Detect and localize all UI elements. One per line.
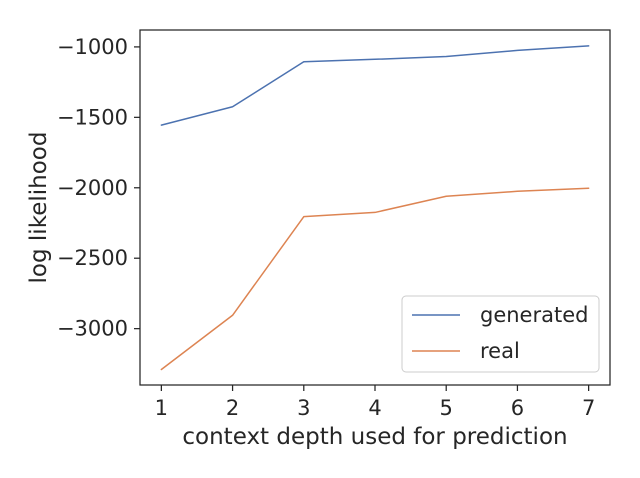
x-axis-ticks: 1 2 3 4 5 6 7 — [155, 385, 595, 420]
y-tick-label: −1000 — [57, 35, 128, 59]
legend: generated real — [401, 295, 600, 373]
x-tick-label: 4 — [368, 396, 381, 420]
x-tick-label: 3 — [297, 396, 310, 420]
series-line-generated — [160, 45, 590, 126]
x-tick-label: 5 — [440, 396, 453, 420]
x-tick-label: 7 — [582, 396, 595, 420]
series-line-real — [160, 187, 590, 371]
legend-label-real: real — [480, 339, 520, 363]
x-tick-label: 1 — [155, 396, 168, 420]
legend-label-generated: generated — [480, 303, 588, 327]
y-tick-label: −2000 — [57, 176, 128, 200]
y-tick-label: −3000 — [57, 317, 128, 341]
x-axis-label: context depth used for prediction — [182, 424, 567, 450]
y-axis-label: log likelihood — [26, 132, 52, 284]
y-axis-ticks: −3000 −2500 −2000 −1500 −1000 — [57, 35, 140, 341]
y-tick-label: −2500 — [57, 246, 128, 270]
series-lines — [160, 45, 590, 371]
x-tick-label: 2 — [226, 396, 239, 420]
y-tick-label: −1500 — [57, 105, 128, 129]
x-tick-label: 6 — [511, 396, 524, 420]
